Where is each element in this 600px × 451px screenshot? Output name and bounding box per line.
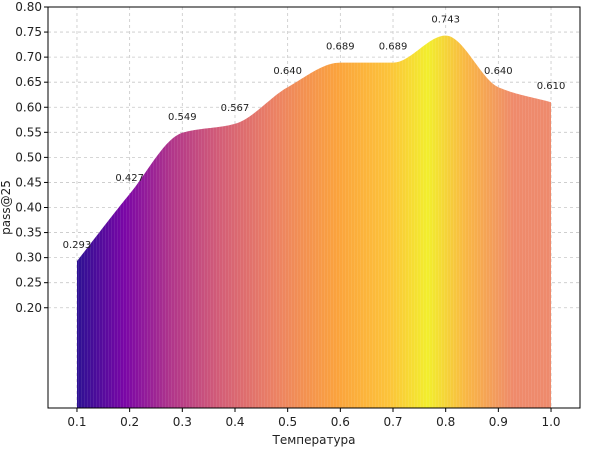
data-labels: 0.293 0.427 0.549 0.567 0.640 0.689 0.689 0.743… xyxy=(63,15,566,252)
y-tick-label: 0.20 xyxy=(15,301,42,315)
x-axis: 0.1 0.2 0.3 0.4 0.5 0.6 0.7 0.8 0.9 1.0 xyxy=(67,408,561,429)
x-tick-label: 0.5 xyxy=(278,415,297,429)
y-tick-label: 0.75 xyxy=(15,25,42,39)
x-tick-label: 0.8 xyxy=(436,415,455,429)
y-tick-label: 0.45 xyxy=(15,175,42,189)
y-tick-label: 0.65 xyxy=(15,75,42,89)
y-tick-label: 0.55 xyxy=(15,125,42,139)
x-tick-label: 0.7 xyxy=(383,415,402,429)
y-tick-label: 0.50 xyxy=(15,150,42,164)
y-tick-label: 0.60 xyxy=(15,100,42,114)
x-tick-label: 1.0 xyxy=(541,415,560,429)
x-tick-label: 0.9 xyxy=(489,415,508,429)
y-tick-label: 0.35 xyxy=(15,226,42,240)
data-label: 0.549 xyxy=(168,112,197,123)
x-tick-label: 0.4 xyxy=(225,415,244,429)
data-label: 0.689 xyxy=(326,42,355,53)
y-tick-label: 0.40 xyxy=(15,201,42,215)
data-label: 0.689 xyxy=(379,42,408,53)
data-label: 0.743 xyxy=(431,15,460,26)
y-tick-label: 0.70 xyxy=(15,50,42,64)
area-stripes xyxy=(76,35,552,408)
x-tick-label: 0.2 xyxy=(120,415,139,429)
y-tick-label: 0.25 xyxy=(15,276,42,290)
data-label: 0.293 xyxy=(63,240,92,251)
x-axis-label: Температура xyxy=(271,433,355,447)
data-label: 0.567 xyxy=(221,103,250,114)
y-tick-label: 0.80 xyxy=(15,0,42,14)
data-label: 0.640 xyxy=(484,66,513,77)
x-tick-label: 0.6 xyxy=(331,415,350,429)
x-tick-label: 0.1 xyxy=(67,415,86,429)
data-label: 0.640 xyxy=(273,66,302,77)
y-axis: 0.20 0.25 0.30 0.35 0.40 0.45 0.50 0.55 0.60 0.65… xyxy=(15,0,48,315)
data-label: 0.427 xyxy=(115,173,144,184)
y-axis-label: pass@25 xyxy=(0,180,13,235)
y-tick-label: 0.30 xyxy=(15,251,42,265)
x-tick-label: 0.3 xyxy=(173,415,192,429)
data-label: 0.610 xyxy=(537,81,566,92)
